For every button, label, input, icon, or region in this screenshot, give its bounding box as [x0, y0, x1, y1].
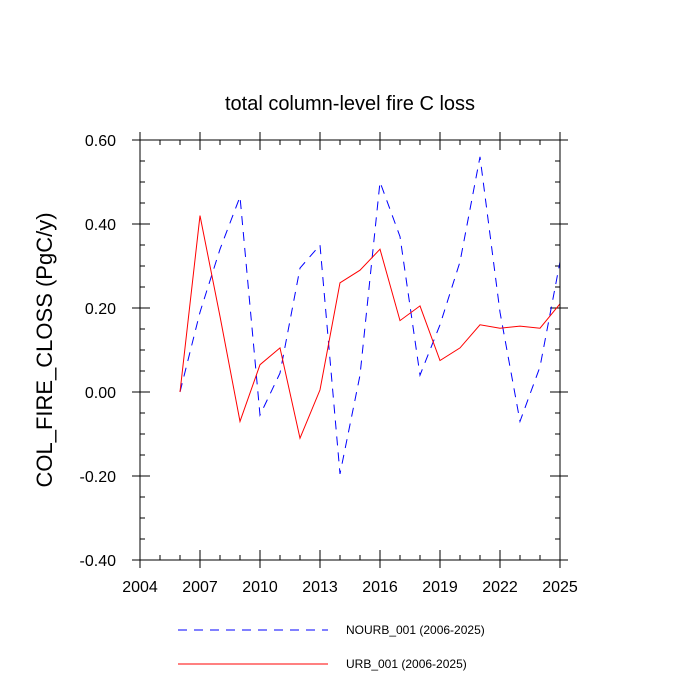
- y-tick-label: 0.00: [85, 385, 116, 402]
- legend-label: NOURB_001 (2006-2025): [346, 623, 485, 637]
- axis-tick-labels: 2004 2007 2010 2013 2016 2019 2022 2025 -0.40 -0.…: [80, 133, 578, 596]
- axis-ticks: [132, 132, 568, 568]
- y-tick-label: 0.60: [85, 133, 116, 150]
- x-tick-label: 2004: [122, 579, 158, 596]
- y-tick-label: -0.20: [80, 469, 117, 486]
- x-tick-label: 2025: [542, 579, 578, 596]
- x-tick-label: 2022: [482, 579, 518, 596]
- x-tick-label: 2010: [242, 579, 278, 596]
- x-tick-label: 2007: [182, 579, 218, 596]
- y-axis-label: COL_FIRE_CLOSS (PgC/y): [32, 212, 57, 487]
- x-tick-label: 2019: [422, 579, 458, 596]
- x-tick-label: 2016: [362, 579, 398, 596]
- x-tick-label: 2013: [302, 579, 338, 596]
- y-tick-label: -0.40: [80, 553, 117, 570]
- y-tick-label: 0.20: [85, 301, 116, 318]
- legend-label: URB_001 (2006-2025): [346, 657, 467, 671]
- legend: NOURB_001 (2006-2025) URB_001 (2006-2025): [178, 623, 485, 671]
- y-tick-label: 0.40: [85, 217, 116, 234]
- chart-title: total column-level fire C loss: [225, 93, 475, 115]
- plot-frame: [139, 139, 561, 561]
- series-line-nourb_001: [179, 156, 561, 474]
- series-line-urb_001: [179, 215, 561, 440]
- series-lines: [179, 156, 561, 474]
